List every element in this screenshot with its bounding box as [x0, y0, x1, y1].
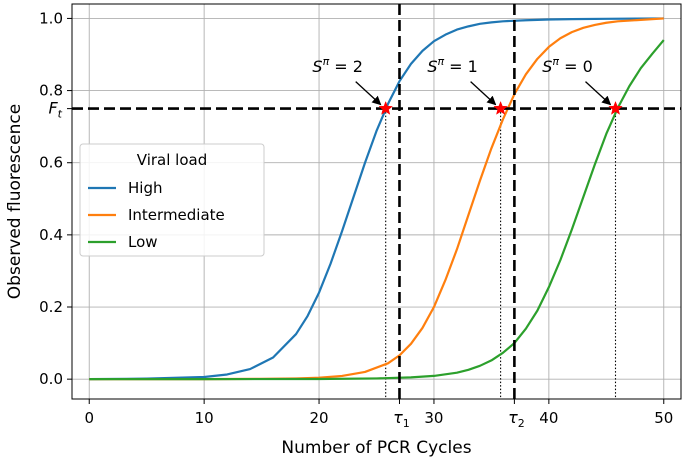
y-tick-label: 0.6	[39, 154, 63, 172]
y-tick-label: 0.2	[39, 298, 63, 316]
x-tick-label: 40	[539, 409, 558, 427]
crossing-annotations: Sπ = 2 Sπ = 1 Sπ = 0	[312, 55, 612, 106]
reference-lines	[72, 4, 681, 399]
y-tick-label: 0.8	[39, 82, 63, 100]
crossing-star-marker	[608, 100, 623, 115]
legend: Viral load High Intermediate Low	[79, 143, 265, 257]
crossing-label-main: S	[312, 57, 322, 76]
x-tick-label: 50	[654, 409, 673, 427]
legend-entry-label: Low	[128, 233, 158, 251]
crossing-label-rest: = 2	[329, 57, 363, 76]
crossing-star-marker	[378, 100, 394, 115]
crossing-label-rest: = 0	[559, 57, 593, 76]
x-axis-label: Number of PCR Cycles	[281, 438, 471, 458]
crossing-label: Sπ = 0	[542, 55, 593, 76]
crossing-label-sup: π	[437, 55, 444, 68]
crossing-label-rest: = 1	[444, 57, 478, 76]
crossing-arrow	[585, 81, 612, 106]
x-tick-label: 0	[84, 409, 94, 427]
legend-entry-label: Intermediate	[128, 206, 225, 224]
plot-frame	[71, 3, 682, 400]
cutoff-label-main: τ	[393, 408, 403, 427]
crossing-label-main: S	[542, 57, 552, 76]
y-tick-label: 1.0	[39, 9, 63, 27]
cutoff-label-sub: 1	[403, 417, 410, 430]
crossing-label-sup: π	[323, 55, 330, 68]
crossing-markers	[378, 100, 623, 115]
cutoff-label-sub: 2	[518, 417, 525, 430]
crossing-arrow	[470, 81, 497, 106]
crossing-label: Sπ = 2	[312, 55, 363, 76]
y-tick-label: 0.0	[39, 370, 63, 388]
y-tick-label: 0.4	[39, 226, 63, 244]
y-axis-label: Observed fluorescence	[5, 104, 25, 299]
series-line-intermediate	[89, 17, 664, 381]
series-line-high	[89, 17, 664, 381]
x-tick-label: 30	[424, 409, 443, 427]
x-tick-label: 10	[195, 409, 214, 427]
cutoff-label: τ2	[508, 408, 525, 430]
legend-entry-label: High	[128, 179, 162, 197]
crossing-guides	[385, 108, 617, 399]
cutoff-label-main: τ	[508, 408, 518, 427]
crossing-star-marker	[493, 100, 508, 115]
threshold-label-main: F	[48, 99, 58, 118]
threshold-label-sub: t	[58, 108, 63, 121]
legend-box	[79, 143, 265, 257]
threshold-label: Ft	[48, 99, 62, 121]
cutoff-label: τ1	[393, 408, 410, 430]
crossing-label-main: S	[427, 57, 437, 76]
crossing-label: Sπ = 1	[427, 55, 478, 76]
crossing-arrow	[355, 81, 382, 106]
crossing-label-sup: π	[552, 55, 559, 68]
x-tick-label: 20	[310, 409, 329, 427]
legend-title: Viral load	[137, 151, 207, 169]
